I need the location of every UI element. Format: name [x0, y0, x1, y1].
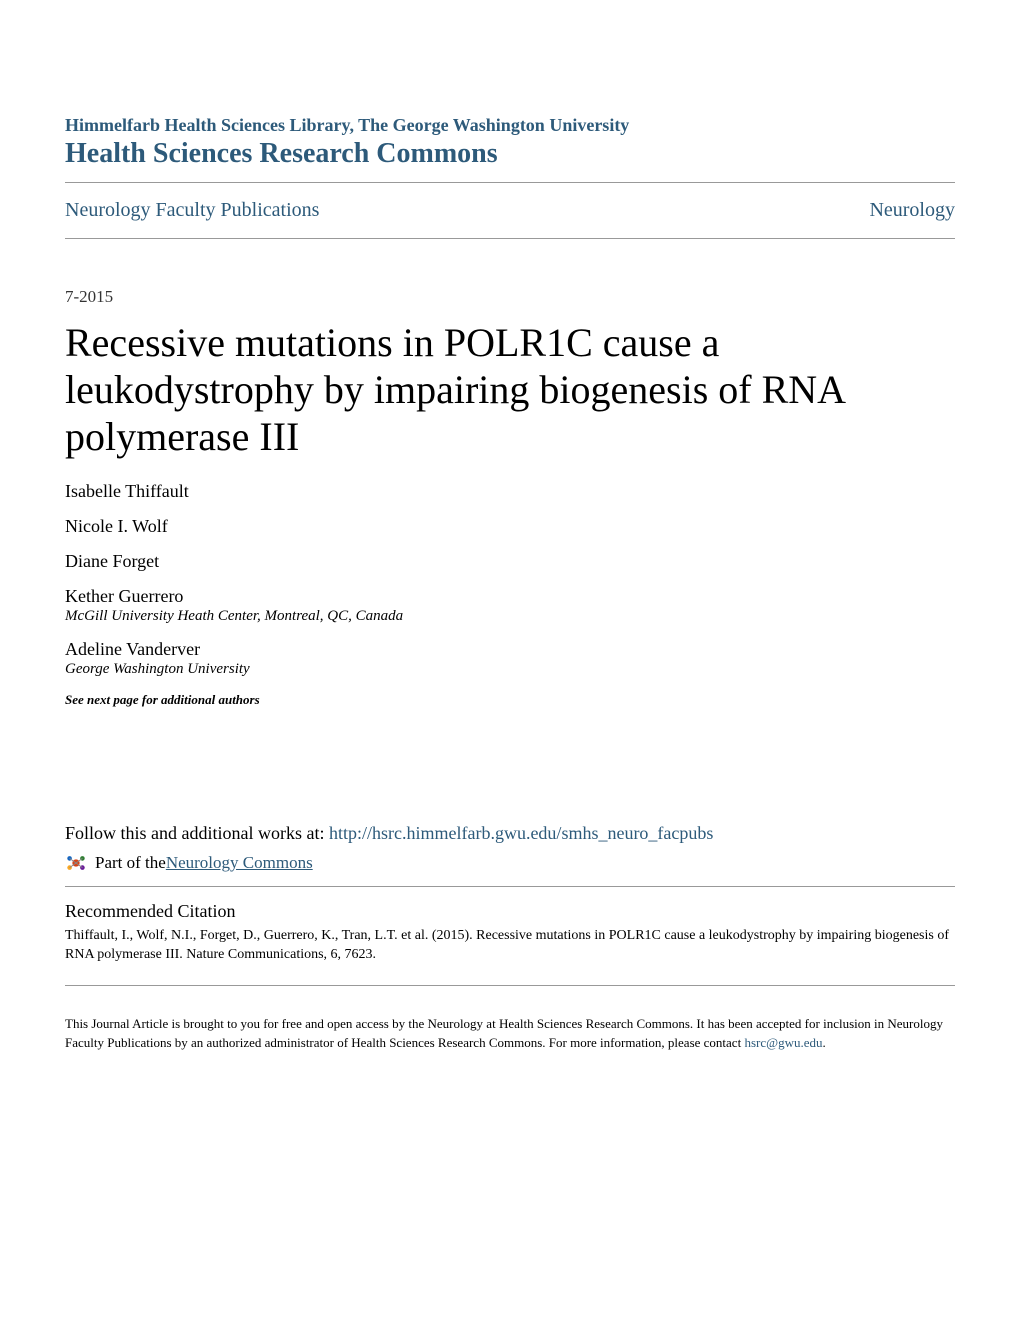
footer-text-after: . — [822, 1035, 825, 1050]
follow-prefix: Follow this and additional works at: — [65, 823, 329, 843]
author-affiliation: George Washington University — [65, 661, 955, 678]
authors-list: Isabelle Thiffault Nicole I. Wolf Diane … — [65, 481, 955, 708]
citation-text: Thiffault, I., Wolf, N.I., Forget, D., G… — [65, 926, 955, 965]
more-authors-note: See next page for additional authors — [65, 692, 955, 708]
author-entry: Nicole I. Wolf — [65, 516, 955, 537]
collection-link[interactable]: Neurology Faculty Publications — [65, 199, 319, 222]
author-entry: Isabelle Thiffault — [65, 481, 955, 502]
contact-email-link[interactable]: hsrc@gwu.edu — [744, 1035, 822, 1050]
commons-name[interactable]: Health Sciences Research Commons — [65, 138, 955, 170]
citation-section: Recommended Citation Thiffault, I., Wolf… — [65, 901, 955, 965]
divider-top — [65, 182, 955, 183]
part-of-prefix: Part of the — [95, 853, 166, 873]
department-link[interactable]: Neurology — [869, 199, 955, 222]
author-entry: Adeline Vanderver George Washington Univ… — [65, 639, 955, 678]
institution-name: Himmelfarb Health Sciences Library, The … — [65, 115, 955, 136]
author-name: Kether Guerrero — [65, 586, 955, 607]
follow-section: Follow this and additional works at: htt… — [65, 823, 955, 874]
divider-citation — [65, 886, 955, 887]
author-affiliation: McGill University Heath Center, Montreal… — [65, 608, 955, 625]
author-entry: Diane Forget — [65, 551, 955, 572]
follow-line: Follow this and additional works at: htt… — [65, 823, 955, 844]
article-title: Recessive mutations in POLR1C cause a le… — [65, 319, 955, 461]
author-name: Nicole I. Wolf — [65, 516, 955, 537]
follow-link[interactable]: http://hsrc.himmelfarb.gwu.edu/smhs_neur… — [329, 823, 713, 843]
part-of-line: Part of the Neurology Commons — [65, 852, 955, 874]
citation-heading: Recommended Citation — [65, 901, 955, 922]
author-name: Adeline Vanderver — [65, 639, 955, 660]
author-entry: Kether Guerrero McGill University Heath … — [65, 586, 955, 625]
breadcrumb-nav: Neurology Faculty Publications Neurology — [65, 195, 955, 226]
publication-date: 7-2015 — [65, 287, 955, 307]
repository-header: Himmelfarb Health Sciences Library, The … — [65, 115, 955, 170]
author-name: Diane Forget — [65, 551, 955, 572]
footer-text: This Journal Article is brought to you f… — [65, 1014, 955, 1053]
divider-nav — [65, 238, 955, 239]
commons-category-link[interactable]: Neurology Commons — [166, 853, 313, 873]
author-name: Isabelle Thiffault — [65, 481, 955, 502]
divider-footer — [65, 985, 955, 986]
network-icon — [65, 852, 87, 874]
